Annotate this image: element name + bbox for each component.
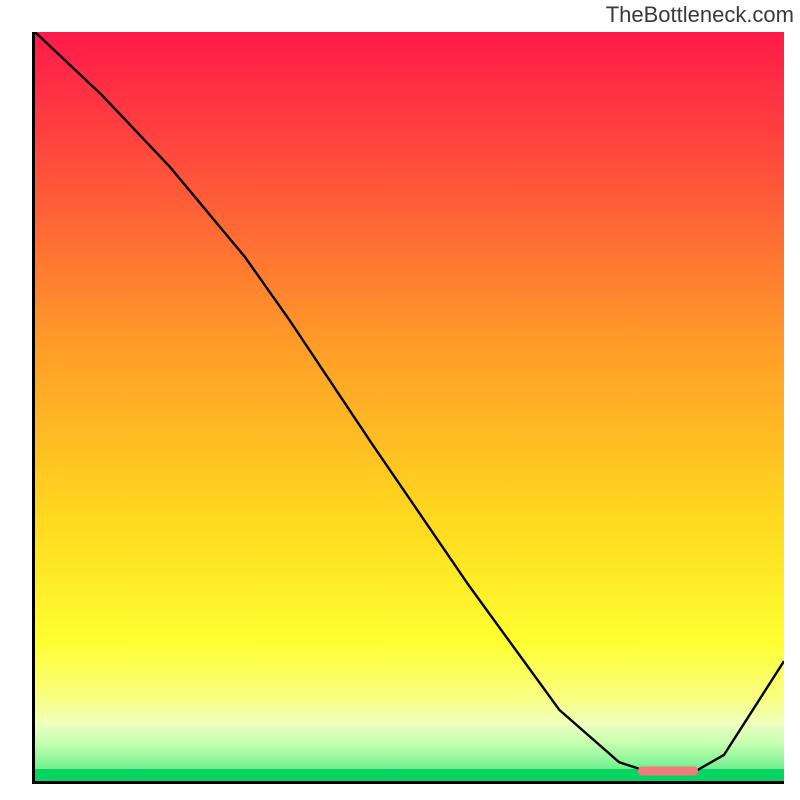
bottleneck-marker — [638, 767, 698, 776]
plot-inner — [35, 32, 784, 781]
watermark-text: TheBottleneck.com — [606, 2, 794, 28]
curve-line — [35, 32, 784, 781]
plot-area — [32, 32, 784, 784]
